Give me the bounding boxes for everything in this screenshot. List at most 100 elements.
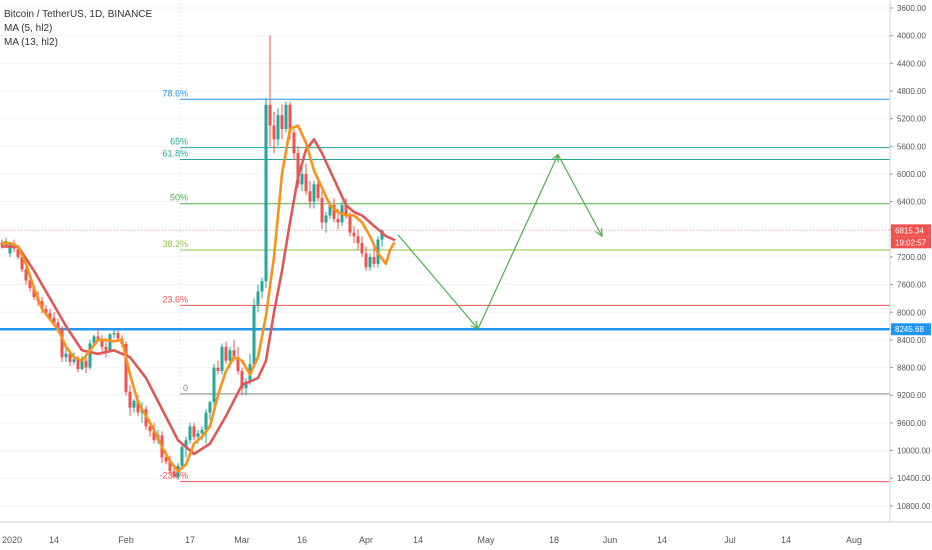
candle-body bbox=[208, 402, 212, 413]
price-tick-label: 10400.00 bbox=[897, 474, 931, 483]
candle-body bbox=[332, 205, 336, 219]
candle-body bbox=[96, 336, 100, 340]
ma5-legend[interactable]: MA (5, hl2) bbox=[4, 23, 53, 34]
candle-body bbox=[348, 215, 352, 233]
candle-body bbox=[244, 381, 248, 389]
candle-body bbox=[364, 253, 368, 268]
candle-body bbox=[164, 457, 168, 462]
time-tick-label: 14 bbox=[781, 535, 791, 545]
candle-body bbox=[56, 322, 60, 329]
candle-body bbox=[116, 333, 120, 339]
price-tick-label: 3600.00 bbox=[897, 4, 926, 13]
fib-level-label: 0 bbox=[183, 383, 188, 393]
candle-body bbox=[288, 104, 292, 133]
candle-body bbox=[52, 317, 56, 323]
candle-body bbox=[204, 412, 208, 430]
candle-body bbox=[20, 256, 24, 270]
fib-level-label: 38.2% bbox=[162, 239, 188, 249]
candle-body bbox=[132, 400, 136, 408]
price-tick-label: 9200.00 bbox=[897, 391, 926, 400]
candle-body bbox=[192, 426, 196, 437]
candle-body bbox=[92, 336, 96, 344]
ma13-line bbox=[0, 138, 396, 456]
fib-level-label: 78.6% bbox=[162, 88, 188, 98]
candle-body bbox=[368, 256, 372, 268]
candle-body bbox=[316, 184, 320, 199]
candle-body bbox=[108, 334, 112, 351]
projection-arrow[interactable] bbox=[557, 154, 603, 237]
time-axis[interactable]: 2020 14 Feb 17 Mar 16 Apr 14 May 18 Jun 14 Jul 14 Aug bbox=[0, 521, 932, 550]
candle-body bbox=[32, 288, 36, 298]
candle-body bbox=[280, 115, 284, 130]
candle-body bbox=[24, 269, 28, 281]
support-line[interactable] bbox=[0, 229, 890, 331]
support-price-tag[interactable] bbox=[891, 323, 931, 336]
candle-body bbox=[372, 256, 376, 264]
symbol-title[interactable]: Bitcoin / TetherUS, 1D, BINANCE bbox=[4, 9, 153, 20]
fib-level-label: 65% bbox=[170, 137, 188, 147]
countdown-tag bbox=[891, 236, 931, 249]
time-tick-label: 14 bbox=[657, 535, 667, 545]
time-tick-label: 16 bbox=[297, 535, 307, 545]
price-tick-label: 10000.00 bbox=[897, 447, 931, 456]
candle-body bbox=[196, 433, 200, 437]
candle-body bbox=[152, 431, 156, 441]
time-tick-label: Mar bbox=[234, 535, 250, 545]
candle-body bbox=[292, 132, 296, 154]
projection-arrow[interactable] bbox=[477, 154, 559, 330]
candle-body bbox=[284, 104, 288, 130]
fib-level-label: 61.8% bbox=[162, 148, 188, 158]
candle-body bbox=[260, 281, 264, 292]
projection-arrow[interactable] bbox=[397, 234, 479, 330]
price-tick-label: 6000.00 bbox=[897, 170, 926, 179]
last-price-value: 6815.34 bbox=[895, 226, 924, 235]
price-axis[interactable]: 3600.00 4000.00 4400.00 4800.00 5200.00 5600.… bbox=[889, 0, 932, 522]
time-tick-label: May bbox=[477, 535, 495, 545]
candle-body bbox=[240, 371, 244, 389]
candle-body bbox=[324, 215, 328, 223]
candle-body bbox=[28, 280, 32, 289]
candle-body bbox=[264, 104, 268, 282]
moving-averages bbox=[0, 124, 396, 473]
candle-body bbox=[252, 305, 256, 365]
time-tick-label: 14 bbox=[49, 535, 59, 545]
chart-grid bbox=[0, 7, 890, 507]
last-price-tag[interactable] bbox=[891, 224, 931, 237]
projection-arrows[interactable] bbox=[397, 153, 603, 330]
time-tick-label: Apr bbox=[359, 535, 373, 545]
fibonacci-retracement[interactable]: 178.6%65%61.8%50%38.2%23.6%0-23.6% bbox=[159, 0, 890, 483]
candle-body bbox=[60, 328, 64, 358]
candle-body bbox=[188, 426, 192, 441]
ma5-line bbox=[0, 124, 396, 473]
candle-body bbox=[360, 243, 364, 254]
candle-body bbox=[80, 360, 84, 369]
candle-body bbox=[276, 115, 280, 140]
ma13-legend[interactable]: MA (13, hl2) bbox=[4, 37, 58, 48]
price-tick-label: 8400.00 bbox=[897, 336, 926, 345]
candle-body bbox=[212, 367, 216, 403]
time-tick-label: Feb bbox=[118, 535, 134, 545]
candle-body bbox=[64, 353, 68, 358]
price-tick-label: 7600.00 bbox=[897, 281, 926, 290]
time-tick-label: Jun bbox=[603, 535, 618, 545]
time-tick-label: 18 bbox=[549, 535, 559, 545]
time-axis-bg bbox=[0, 522, 932, 550]
candle-body bbox=[100, 339, 104, 347]
candle-body bbox=[8, 244, 12, 254]
candle-body bbox=[320, 198, 324, 223]
candle-body bbox=[380, 230, 384, 240]
candle-body bbox=[112, 333, 116, 335]
candle-body bbox=[224, 346, 228, 361]
candle-body bbox=[148, 426, 152, 432]
candle-body bbox=[168, 461, 172, 472]
candle-body bbox=[76, 359, 80, 369]
candle-body bbox=[84, 360, 88, 368]
support-price-value: 8245.68 bbox=[895, 325, 924, 334]
candle-body bbox=[308, 191, 312, 202]
price-tick-label: 4800.00 bbox=[897, 87, 926, 96]
price-tick-label: 10800.00 bbox=[897, 502, 931, 511]
candle-body bbox=[72, 359, 76, 363]
candle-body bbox=[136, 400, 140, 413]
candle-body bbox=[256, 291, 260, 306]
